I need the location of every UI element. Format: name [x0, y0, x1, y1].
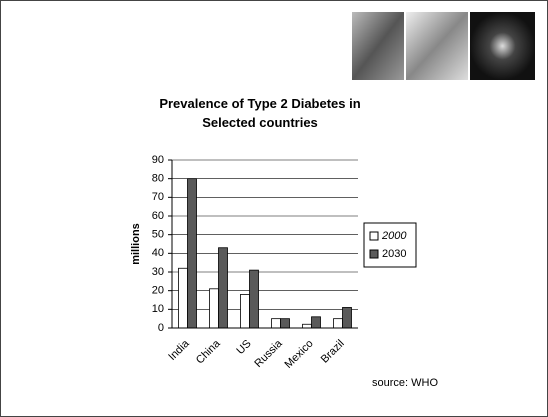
bar [272, 319, 281, 328]
chart-title: Prevalence of Type 2 Diabetes in Selecte… [145, 94, 375, 132]
x-tick-label: Mexico [283, 338, 316, 371]
y-tick-label: 70 [152, 191, 164, 203]
photo [352, 12, 404, 80]
x-tick-label: US [234, 338, 253, 357]
bar [303, 324, 312, 328]
photo [406, 12, 468, 80]
legend-label: 2000 [381, 230, 407, 242]
photo [470, 12, 535, 80]
bar [312, 317, 321, 328]
x-tick-label: India [166, 337, 192, 363]
page: millions source: WHO 0102030405060708090… [0, 0, 548, 417]
x-tick-label: Brazil [319, 338, 347, 366]
y-tick-label: 0 [158, 322, 164, 334]
bar [188, 179, 197, 328]
y-tick-label: 50 [152, 229, 164, 241]
bar [179, 268, 188, 328]
legend-swatch [370, 250, 378, 258]
y-tick-label: 40 [152, 247, 164, 259]
legend-label: 2030 [382, 248, 406, 260]
source-note: source: WHO [372, 377, 438, 389]
bar [219, 248, 228, 328]
bar [210, 289, 219, 328]
y-tick-label: 60 [152, 210, 164, 222]
legend-swatch [370, 232, 378, 240]
y-tick-label: 20 [152, 285, 164, 297]
y-tick-label: 30 [152, 266, 164, 278]
y-tick-label: 80 [152, 173, 164, 185]
x-tick-label: China [194, 337, 223, 366]
bar [250, 270, 259, 328]
bar [241, 294, 250, 328]
bar [343, 307, 352, 328]
x-tick-label: Russia [252, 337, 285, 370]
bar [334, 319, 343, 328]
bar [281, 319, 290, 328]
y-tick-label: 10 [152, 303, 164, 315]
y-tick-label: 90 [152, 154, 164, 166]
slide: millions source: WHO 0102030405060708090… [0, 0, 548, 417]
y-axis-label: millions [130, 223, 142, 265]
